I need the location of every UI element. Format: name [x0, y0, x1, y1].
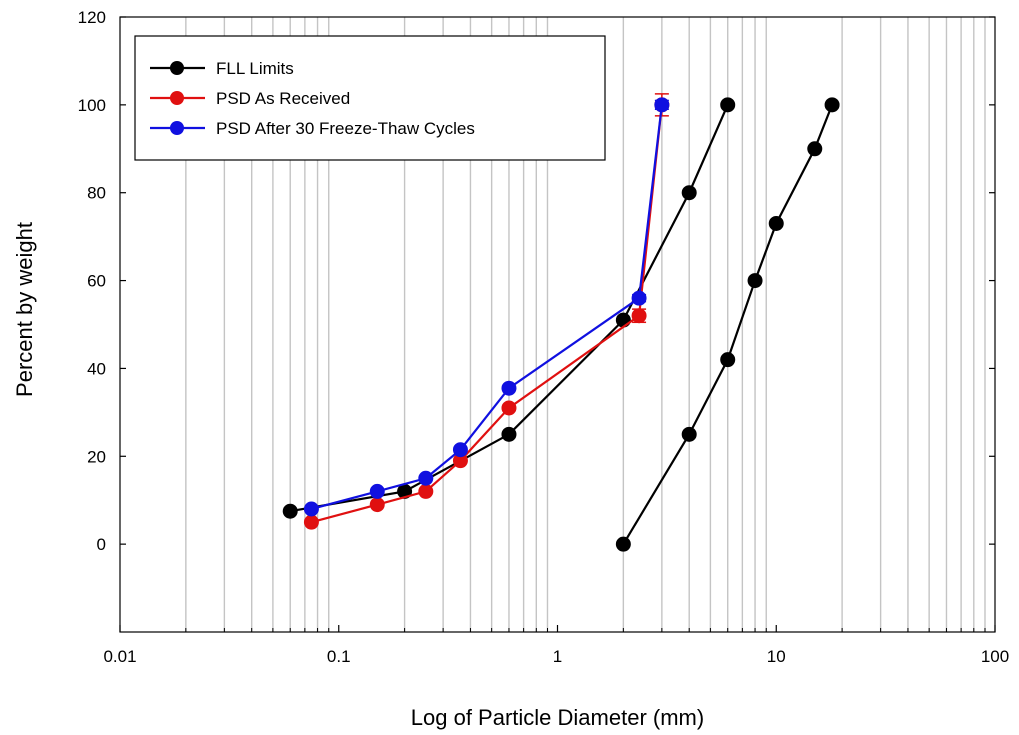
legend-box	[134, 35, 606, 161]
legend-swatch-marker	[170, 61, 184, 75]
x-tick-label: 1	[553, 647, 562, 666]
data-point	[768, 215, 784, 231]
x-tick-label: 10	[767, 647, 786, 666]
data-point	[615, 536, 631, 552]
data-point	[824, 97, 840, 113]
series-layer	[282, 93, 840, 552]
data-point	[720, 352, 736, 368]
data-point	[681, 185, 697, 201]
data-point	[747, 273, 763, 289]
data-point	[501, 426, 517, 442]
x-tick-label: 0.1	[327, 647, 351, 666]
y-tick-label: 120	[78, 8, 106, 27]
data-point	[631, 308, 647, 324]
x-tick-label: 100	[981, 647, 1009, 666]
data-point	[282, 503, 298, 519]
legend-swatch-marker	[170, 121, 184, 135]
data-point	[631, 290, 647, 306]
data-point	[418, 470, 434, 486]
legend-swatch-marker	[170, 91, 184, 105]
y-tick-label: 60	[87, 272, 106, 291]
data-point	[369, 483, 385, 499]
x-axis-title: Log of Particle Diameter (mm)	[411, 705, 704, 730]
series-line	[311, 104, 663, 511]
series-line	[290, 104, 729, 513]
legend-label: FLL Limits	[216, 59, 294, 78]
data-point	[681, 426, 697, 442]
data-point	[720, 97, 736, 113]
data-point	[807, 141, 823, 157]
legend-label: PSD As Received	[216, 89, 350, 108]
data-point	[452, 442, 468, 458]
data-point	[303, 514, 319, 530]
y-tick-label: 80	[87, 184, 106, 203]
y-tick-label: 0	[97, 535, 106, 554]
data-point	[501, 380, 517, 396]
data-point	[615, 312, 631, 328]
data-point	[418, 483, 434, 499]
data-point	[369, 497, 385, 513]
data-point	[654, 97, 670, 113]
y-tick-label: 40	[87, 359, 106, 378]
y-tick-label: 100	[78, 96, 106, 115]
axes: 0 20 40 60 80 100 120 0.01 0.1 1 10 100	[78, 8, 1010, 666]
legend: FLL Limits PSD As Received PSD After 30 Fr…	[134, 35, 606, 161]
data-point	[501, 400, 517, 416]
x-tick-label: 0.01	[103, 647, 136, 666]
y-tick-label: 20	[87, 447, 106, 466]
legend-label: PSD After 30 Freeze-Thaw Cycles	[216, 119, 475, 138]
data-point	[303, 501, 319, 517]
y-axis-title: Percent by weight	[12, 222, 37, 397]
series-line	[311, 104, 663, 524]
